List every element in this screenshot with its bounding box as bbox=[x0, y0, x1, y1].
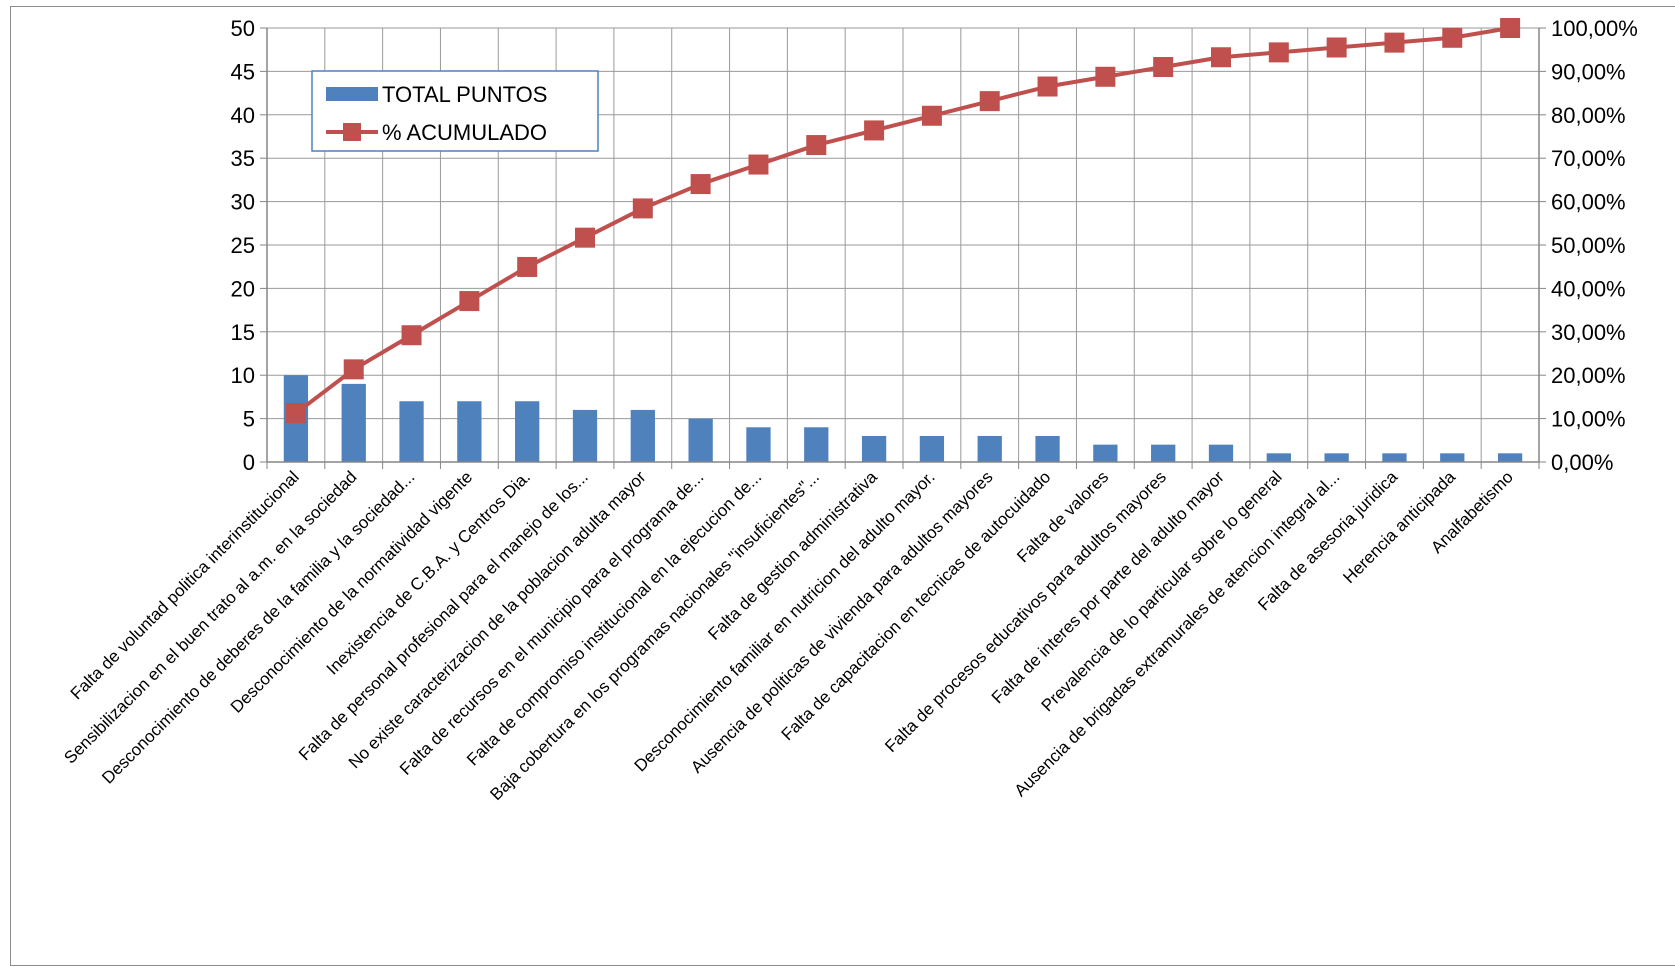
line-marker bbox=[864, 120, 885, 141]
y-tick-label: 20 bbox=[231, 276, 255, 301]
y2-tick-label: 30,00% bbox=[1551, 320, 1626, 345]
x-tick-label: Falta de capacitacion en tecnicas de aut… bbox=[778, 467, 1055, 744]
bar bbox=[1266, 453, 1291, 462]
bar bbox=[630, 409, 655, 462]
y2-tick-label: 40,00% bbox=[1551, 276, 1626, 301]
y-tick-label: 15 bbox=[231, 320, 255, 345]
y2-tick-label: 80,00% bbox=[1551, 103, 1626, 128]
y-tick-label: 25 bbox=[231, 233, 255, 258]
bar bbox=[515, 401, 540, 462]
line-marker bbox=[921, 105, 942, 126]
legend-label-acumulado: % ACUMULADO bbox=[382, 120, 547, 145]
bar bbox=[804, 427, 829, 462]
line-marker bbox=[343, 359, 364, 380]
bar bbox=[1324, 453, 1349, 462]
bar bbox=[572, 409, 598, 462]
y-tick-label: 5 bbox=[243, 407, 255, 432]
bar bbox=[1497, 453, 1523, 462]
bar bbox=[1208, 444, 1234, 462]
line-marker bbox=[1037, 76, 1058, 97]
line-marker bbox=[1442, 27, 1463, 48]
pareto-chart: 0 5 10 15 20 25 30 35 40 45 50 0,00% 10,00% 20,00% 30,… bbox=[60, 16, 1638, 804]
line-marker bbox=[1211, 47, 1231, 68]
y-tick-label: 35 bbox=[231, 146, 255, 171]
bar bbox=[457, 401, 482, 462]
y-tick-label: 10 bbox=[231, 363, 255, 388]
y-tick-label: 50 bbox=[231, 16, 255, 41]
line-marker bbox=[979, 91, 1000, 112]
bar bbox=[977, 435, 1002, 462]
line-marker bbox=[1326, 37, 1347, 58]
x-tick-label: Inexistencia de C.B.A. y Centros Dia. bbox=[323, 467, 534, 678]
bar bbox=[1093, 444, 1118, 462]
line-marker bbox=[459, 291, 480, 312]
line-marker bbox=[1268, 42, 1289, 63]
y2-tick-label: 10,00% bbox=[1551, 407, 1626, 432]
line-marker bbox=[401, 325, 422, 346]
bar bbox=[861, 435, 887, 462]
line-marker bbox=[575, 227, 595, 248]
line-marker bbox=[806, 135, 827, 156]
bar bbox=[341, 383, 366, 462]
y2-tick-label: 70,00% bbox=[1551, 146, 1626, 171]
x-tick-label: Herencia anticipada bbox=[1339, 467, 1459, 587]
bar bbox=[1035, 435, 1060, 462]
y2-tick-label: 100,00% bbox=[1551, 16, 1638, 41]
y2-tick-label: 60,00% bbox=[1551, 190, 1626, 215]
bar bbox=[399, 401, 424, 462]
line-marker bbox=[1095, 66, 1116, 87]
y2-tick-label: 90,00% bbox=[1551, 59, 1626, 84]
cumulative-line bbox=[294, 26, 1511, 415]
line-marker bbox=[517, 256, 538, 277]
y2-tick-label: 0,00% bbox=[1551, 450, 1613, 475]
bar bbox=[1382, 453, 1407, 462]
legend-marker-swatch bbox=[343, 123, 361, 141]
chart-frame bbox=[10, 6, 1675, 966]
bar bbox=[746, 427, 771, 462]
y2-tick-label: 50,00% bbox=[1551, 233, 1626, 258]
legend: TOTAL PUNTOS % ACUMULADO bbox=[311, 70, 599, 152]
y-tick-label: 30 bbox=[231, 190, 255, 215]
line-marker bbox=[690, 174, 711, 195]
line-marker bbox=[285, 403, 306, 424]
bar bbox=[1151, 444, 1176, 462]
bar bbox=[1440, 453, 1465, 462]
legend-label-total-puntos: TOTAL PUNTOS bbox=[382, 82, 547, 107]
bar-series bbox=[283, 375, 1523, 462]
y-tick-label: 40 bbox=[231, 103, 255, 128]
bar bbox=[688, 418, 713, 462]
y2-tick-label: 20,00% bbox=[1551, 363, 1626, 388]
y-tick-label: 45 bbox=[231, 59, 255, 84]
line-marker bbox=[1500, 18, 1521, 38]
y-tick-label: 0 bbox=[243, 450, 255, 475]
bar bbox=[919, 435, 945, 462]
line-marker bbox=[748, 154, 769, 175]
line-marker bbox=[1384, 32, 1405, 53]
line-series bbox=[285, 18, 1521, 424]
line-marker bbox=[632, 198, 653, 219]
legend-bar-swatch bbox=[326, 87, 378, 101]
line-marker bbox=[1153, 57, 1174, 78]
